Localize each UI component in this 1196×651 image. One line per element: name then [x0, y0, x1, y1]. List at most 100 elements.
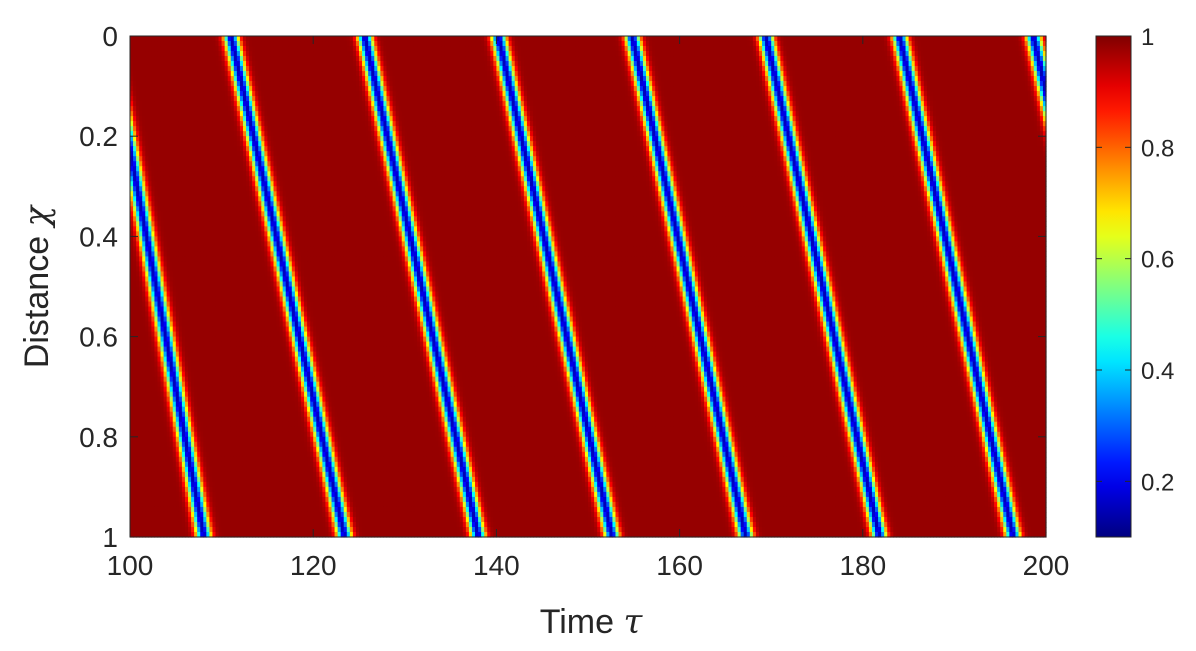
heatmap-cell [997, 51, 1001, 57]
heatmap-cell [896, 41, 901, 47]
heatmap-cell [994, 51, 998, 57]
heatmap-cell [435, 46, 439, 52]
heatmap-cell [774, 61, 778, 67]
heatmap-cell [523, 51, 528, 57]
heatmap-cell [1036, 46, 1041, 52]
heatmap-cell [642, 51, 647, 57]
heatmap-cell [817, 41, 821, 47]
heatmap-cell [676, 61, 681, 67]
heatmap-cell [746, 51, 751, 57]
heatmap-cell [297, 46, 302, 52]
heatmap-cell [1033, 56, 1038, 62]
heatmap-cell [438, 36, 443, 42]
heatmap-cell [633, 56, 638, 62]
heatmap-cell [279, 36, 284, 42]
heatmap-cell [340, 46, 345, 52]
heatmap-cell [823, 46, 827, 52]
heatmap-cell [551, 51, 556, 57]
heatmap-cell [371, 61, 375, 67]
heatmap-cell [945, 36, 949, 42]
heatmap-cell [490, 41, 494, 47]
heatmap-cell [273, 56, 278, 62]
heatmap-cell [716, 61, 720, 67]
heatmap-cell [737, 56, 742, 62]
heatmap-cell [249, 36, 253, 42]
heatmap-cell [447, 56, 452, 62]
heatmap-cell [661, 61, 665, 67]
heatmap-cell [685, 36, 690, 42]
heatmap-cell [536, 56, 540, 62]
heatmap-cell [685, 46, 690, 52]
heatmap-cell [169, 41, 174, 47]
heatmap-cell [780, 56, 785, 62]
heatmap-cell [285, 46, 290, 52]
heatmap-cell [893, 51, 897, 57]
heatmap-cell [218, 51, 223, 57]
heatmap-cell [377, 46, 381, 52]
heatmap-cell [139, 61, 143, 67]
heatmap-cell [981, 56, 986, 62]
heatmap-cell [584, 51, 589, 57]
heatmap-cell [591, 61, 595, 67]
heatmap-cell [914, 41, 919, 47]
heatmap-cell [957, 46, 962, 52]
heatmap-cell [508, 41, 513, 47]
heatmap-cell [661, 36, 665, 42]
heatmap-cell [774, 36, 778, 42]
heatmap-cell [423, 46, 427, 52]
heatmap-cell [838, 51, 843, 57]
heatmap-cell [981, 36, 986, 42]
heatmap-cell [893, 46, 897, 52]
heatmap-cell [545, 51, 549, 57]
heatmap-cell [984, 56, 989, 62]
heatmap-cell [273, 46, 278, 52]
heatmap-cell [145, 56, 149, 62]
heatmap-cell [920, 51, 925, 57]
heatmap-cell [307, 51, 311, 57]
heatmap-cell [407, 46, 412, 52]
heatmap-cell [227, 61, 232, 67]
heatmap-cell [426, 51, 430, 57]
heatmap-cell [429, 46, 433, 52]
heatmap-cell [276, 51, 281, 57]
heatmap-cell [249, 41, 253, 47]
heatmap-cell [322, 56, 327, 62]
heatmap-cell [242, 46, 247, 52]
heatmap-cell [157, 36, 162, 42]
heatmap-cell [929, 41, 934, 47]
heatmap-cell [444, 61, 449, 67]
heatmap-cell [664, 56, 668, 62]
heatmap-cell [285, 41, 290, 47]
heatmap-cell [365, 51, 369, 57]
heatmap-cell [184, 41, 189, 47]
heatmap-cell [923, 56, 928, 62]
heatmap-cell [389, 51, 394, 57]
heatmap-cell [768, 51, 772, 57]
heatmap-cell [933, 36, 937, 42]
heatmap-cell [172, 36, 177, 42]
heatmap-cell [337, 56, 342, 62]
heatmap-cell [700, 36, 705, 42]
heatmap-cell [960, 46, 965, 52]
heatmap-cell [392, 46, 397, 52]
heatmap-cell [163, 51, 168, 57]
heatmap-cell [413, 36, 418, 42]
heatmap-cell [984, 41, 989, 47]
heatmap-cell [685, 41, 690, 47]
heatmap-cell [987, 46, 992, 52]
heatmap-cell [871, 51, 876, 57]
heatmap-cell [649, 46, 653, 52]
heatmap-cell [502, 46, 507, 52]
heatmap-cell [160, 61, 165, 67]
heatmap-cell [597, 46, 601, 52]
heatmap-cell [758, 46, 763, 52]
heatmap-cell [551, 61, 556, 67]
heatmap-cell [1030, 36, 1035, 42]
heatmap-cell [966, 41, 971, 47]
heatmap-cell [664, 61, 668, 67]
heatmap-cell [1027, 56, 1032, 62]
heatmap-cell [423, 56, 427, 62]
heatmap-cell [551, 46, 556, 52]
heatmap-cell [529, 51, 534, 57]
